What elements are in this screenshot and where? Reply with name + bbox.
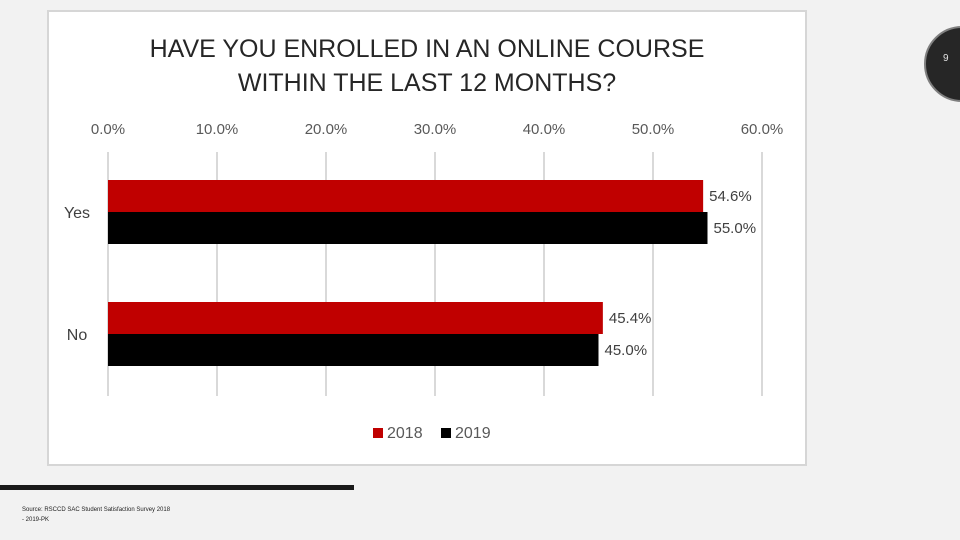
tick-label: 20.0% bbox=[305, 121, 348, 138]
category-label: No bbox=[67, 327, 88, 344]
source-note: Source: RSCCD SAC Student Satisfaction S… bbox=[22, 505, 232, 525]
source-line-2: - 2019-PK bbox=[22, 517, 50, 523]
legend-label: 2019 bbox=[455, 425, 491, 442]
tick-label: 40.0% bbox=[523, 121, 566, 138]
chart-title: HAVE YOU ENROLLED IN AN ONLINE COURSE WI… bbox=[49, 32, 805, 100]
chart-title-line-2: WITHIN THE LAST 12 MONTHS? bbox=[237, 69, 617, 97]
chart-area: HAVE YOU ENROLLED IN AN ONLINE COURSE WI… bbox=[47, 10, 807, 466]
tick-label: 0.0% bbox=[91, 121, 125, 138]
page-number: 9 bbox=[943, 53, 949, 64]
page-number-badge bbox=[924, 26, 960, 102]
legend-swatch-2019 bbox=[441, 428, 451, 438]
bar-2018 bbox=[108, 180, 704, 212]
tick-label: 10.0% bbox=[196, 121, 239, 138]
bar-2019 bbox=[108, 212, 708, 244]
bar-chart: 0.0% 10.0% 20.0% 30.0% 40.0% 50.0% 60.0% Yes 54.… bbox=[64, 121, 784, 442]
legend-swatch-2018 bbox=[373, 428, 383, 438]
data-label: 54.6% bbox=[709, 188, 752, 205]
source-divider bbox=[0, 485, 354, 490]
bar-2018 bbox=[108, 302, 603, 334]
category-label: Yes bbox=[64, 205, 90, 222]
data-label: 45.0% bbox=[605, 342, 648, 359]
bar-2019 bbox=[108, 334, 599, 366]
tick-label: 60.0% bbox=[741, 121, 784, 138]
chart-title-line-1: HAVE YOU ENROLLED IN AN ONLINE COURSE bbox=[149, 35, 705, 63]
data-label: 45.4% bbox=[609, 310, 652, 327]
tick-label: 50.0% bbox=[632, 121, 675, 138]
data-label: 55.0% bbox=[714, 220, 757, 237]
tick-label: 30.0% bbox=[414, 121, 457, 138]
legend-label: 2018 bbox=[387, 425, 423, 442]
source-line-1: Source: RSCCD SAC Student Satisfaction S… bbox=[22, 507, 171, 513]
